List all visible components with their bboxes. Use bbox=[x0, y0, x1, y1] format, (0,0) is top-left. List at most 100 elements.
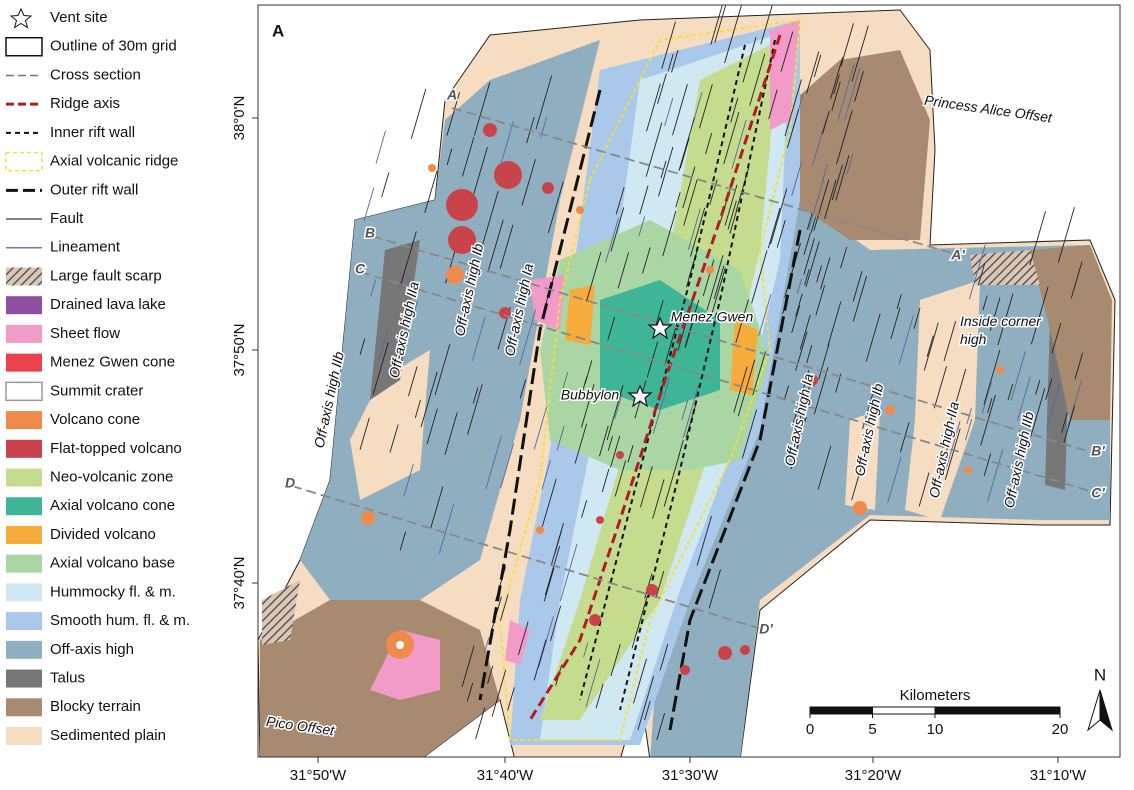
volcano bbox=[996, 366, 1004, 374]
legend-label: Hummocky fl. & m. bbox=[50, 583, 176, 600]
legend-label: Sedimented plain bbox=[50, 727, 166, 744]
cross-section-label: B bbox=[365, 225, 375, 241]
legend-swatch bbox=[6, 641, 42, 659]
scale-tick-label: 0 bbox=[806, 721, 814, 738]
legend-label: Outer rift wall bbox=[50, 181, 138, 198]
cross-section-label: C bbox=[355, 261, 366, 277]
volcano bbox=[576, 206, 584, 214]
lon-label: 31°50'W bbox=[290, 767, 347, 784]
legend-swatch bbox=[6, 469, 42, 487]
map-area: AA'BB'CC'DD' Princess Alice OffsetMenez … bbox=[258, 1, 1120, 760]
scale-title: Kilometers bbox=[900, 687, 971, 704]
volcano bbox=[853, 501, 867, 515]
legend-swatch bbox=[6, 555, 42, 573]
panel-label: A bbox=[272, 21, 284, 40]
volcano bbox=[964, 466, 972, 474]
legend-swatch bbox=[6, 296, 42, 314]
legend: Vent site Outline of 30m grid Cross sectio… bbox=[6, 9, 190, 745]
lon-label: 31°10'W bbox=[1030, 767, 1087, 784]
legend-label: Neo-volcanic zone bbox=[50, 468, 173, 485]
scale-segment bbox=[935, 707, 1060, 714]
lat-label: 38°0'N bbox=[231, 96, 248, 141]
volcano bbox=[885, 405, 895, 415]
volcano bbox=[589, 614, 601, 626]
volcano bbox=[740, 645, 750, 655]
lon-label: 31°20'W bbox=[845, 767, 902, 784]
map-figure: Vent site Outline of 30m grid Cross sectio… bbox=[0, 0, 1134, 790]
legend-label: Flat-topped volcano bbox=[50, 440, 182, 457]
legend-label: Lineament bbox=[50, 239, 121, 256]
place-label: Bubbylon bbox=[561, 387, 620, 403]
cross-section-label: A' bbox=[950, 247, 965, 263]
legend-swatch bbox=[6, 411, 42, 429]
scale-segment bbox=[810, 707, 873, 714]
legend-label: Blocky terrain bbox=[50, 698, 141, 715]
legend-swatch bbox=[6, 727, 42, 745]
volcano bbox=[446, 266, 464, 284]
volcano bbox=[428, 164, 436, 172]
volcano bbox=[680, 665, 690, 675]
legend-label: Talus bbox=[50, 670, 85, 687]
legend-swatch bbox=[6, 440, 42, 458]
legend-label: Cross section bbox=[50, 66, 141, 83]
legend-label: Inner rift wall bbox=[50, 124, 135, 141]
lat-label: 37°40'N bbox=[231, 556, 248, 609]
legend-label: Smooth hum. fl. & m. bbox=[50, 612, 190, 629]
legend-label: Ridge axis bbox=[50, 95, 120, 112]
legend-label: Axial volcanic ridge bbox=[50, 153, 178, 170]
legend-swatch bbox=[6, 497, 42, 515]
legend-swatch bbox=[6, 267, 42, 285]
cross-section-label: B' bbox=[1091, 443, 1105, 459]
legend-label: Off-axis high bbox=[50, 641, 134, 658]
volcano bbox=[718, 646, 732, 660]
lon-label: 31°40'W bbox=[477, 767, 534, 784]
scale-segment bbox=[873, 707, 936, 714]
volcano bbox=[536, 526, 544, 534]
scale-tick-label: 10 bbox=[927, 721, 944, 738]
volcano bbox=[596, 516, 604, 524]
legend-label: Outline of 30m grid bbox=[50, 38, 177, 55]
legend-label: Drained lava lake bbox=[50, 296, 166, 313]
scale-tick-label: 20 bbox=[1052, 721, 1069, 738]
volcano bbox=[446, 189, 478, 221]
volcano bbox=[542, 182, 554, 194]
scale-bar: Kilometers 0 5 10 20 bbox=[790, 684, 1080, 742]
cross-section-label: C' bbox=[1091, 485, 1105, 501]
volcano bbox=[396, 641, 404, 649]
legend-swatch bbox=[11, 9, 31, 28]
legend-label: Large fault scarp bbox=[50, 267, 162, 284]
legend-swatch bbox=[6, 354, 42, 372]
legend-label: Menez Gwen cone bbox=[50, 354, 175, 371]
legend-swatch bbox=[6, 583, 42, 601]
legend-swatch bbox=[6, 382, 42, 400]
north-label: N bbox=[1094, 665, 1106, 684]
volcano bbox=[616, 451, 624, 459]
legend-swatch bbox=[6, 325, 42, 343]
volcano bbox=[494, 161, 522, 189]
legend-swatch bbox=[6, 698, 42, 716]
volcano bbox=[646, 584, 658, 596]
place-label: Menez Gwen bbox=[671, 309, 754, 325]
legend-label: Sheet flow bbox=[50, 325, 120, 342]
volcano bbox=[483, 123, 497, 137]
cross-section-label: A bbox=[446, 87, 457, 103]
legend-label: Vent site bbox=[50, 9, 108, 26]
legend-label: Fault bbox=[50, 210, 84, 227]
legend-label: Axial volcano cone bbox=[50, 497, 175, 514]
volcano bbox=[706, 266, 714, 274]
legend-swatch bbox=[6, 526, 42, 544]
cross-section-label: D bbox=[285, 475, 295, 491]
legend-swatch bbox=[6, 38, 42, 56]
lat-label: 37°50'N bbox=[231, 323, 248, 376]
legend-label: Volcano cone bbox=[50, 411, 140, 428]
legend-swatch bbox=[6, 153, 42, 171]
scale-tick-label: 5 bbox=[868, 721, 876, 738]
legend-label: Divided volcano bbox=[50, 526, 156, 543]
cross-section-label: D' bbox=[759, 621, 773, 637]
volcano bbox=[361, 511, 375, 525]
legend-label: Summit crater bbox=[50, 382, 143, 399]
legend-swatch bbox=[6, 670, 42, 688]
legend-label: Axial volcano base bbox=[50, 555, 175, 572]
lon-label: 31°30'W bbox=[662, 767, 719, 784]
legend-swatch bbox=[6, 612, 42, 630]
